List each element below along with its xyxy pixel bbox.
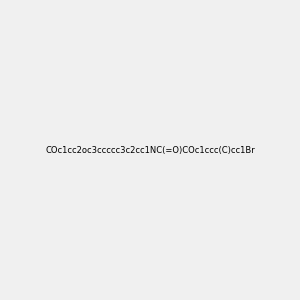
Text: COc1cc2oc3ccccc3c2cc1NC(=O)COc1ccc(C)cc1Br: COc1cc2oc3ccccc3c2cc1NC(=O)COc1ccc(C)cc1… xyxy=(45,146,255,154)
